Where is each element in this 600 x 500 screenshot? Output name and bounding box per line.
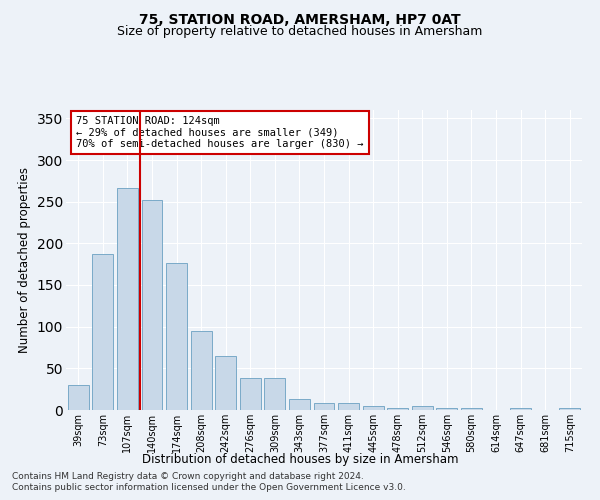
Text: Size of property relative to detached houses in Amersham: Size of property relative to detached ho… [118,25,482,38]
Bar [240,378,261,410]
Bar [142,200,163,410]
Bar [461,408,482,410]
Bar [68,385,89,410]
Bar [289,399,310,410]
Bar [387,408,408,410]
Text: 75 STATION ROAD: 124sqm
← 29% of detached houses are smaller (349)
70% of semi-d: 75 STATION ROAD: 124sqm ← 29% of detache… [76,116,364,149]
Bar [559,408,580,410]
Bar [412,406,433,410]
Bar [215,356,236,410]
Bar [191,331,212,410]
Text: Contains HM Land Registry data © Crown copyright and database right 2024.: Contains HM Land Registry data © Crown c… [12,472,364,481]
Bar [436,408,457,410]
Text: 75, STATION ROAD, AMERSHAM, HP7 0AT: 75, STATION ROAD, AMERSHAM, HP7 0AT [139,12,461,26]
Bar [362,406,383,410]
Bar [338,404,359,410]
Text: Distribution of detached houses by size in Amersham: Distribution of detached houses by size … [142,452,458,466]
Text: Contains public sector information licensed under the Open Government Licence v3: Contains public sector information licen… [12,484,406,492]
Bar [510,408,531,410]
Bar [117,188,138,410]
Bar [265,378,286,410]
Y-axis label: Number of detached properties: Number of detached properties [18,167,31,353]
Bar [314,402,334,410]
Bar [92,254,113,410]
Bar [166,264,187,410]
